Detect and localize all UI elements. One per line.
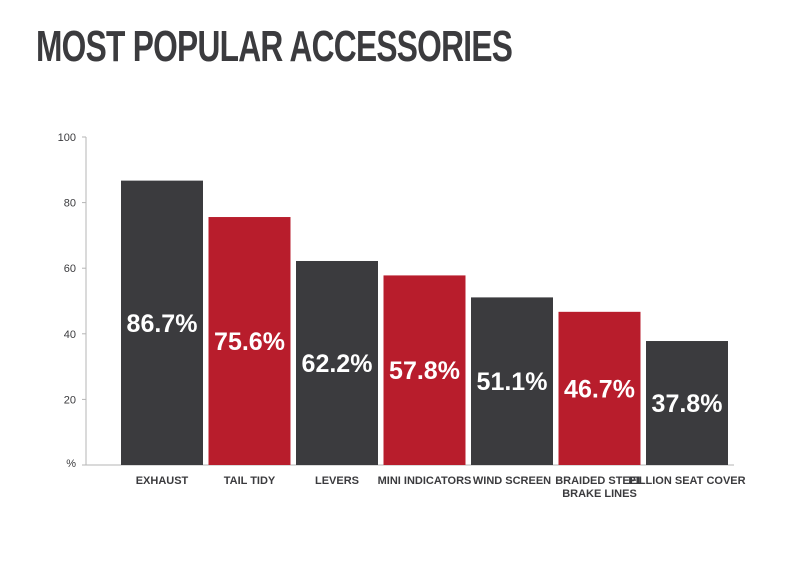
category-label: EXHAUST [136,475,189,487]
bar [471,297,553,465]
category-label: WIND SCREEN [473,475,551,487]
category-label: TAIL TIDY [224,475,276,487]
chart-title: MOST POPULAR ACCESSORIES [36,22,513,71]
category-label: MINI INDICATORS [378,475,472,487]
bar-value-label: 75.6% [214,328,285,356]
bar-value-label: 57.8% [389,357,460,385]
bar [208,217,291,465]
category-label: BRAIDED STEEL [555,475,644,487]
bar [383,275,466,465]
bar-value-label: 62.2% [302,350,373,378]
category-label: BRAKE LINES [562,488,637,500]
y-tick-label: 40 [64,329,76,341]
bar-value-label: 37.8% [652,390,723,418]
bar [121,180,203,465]
bar [646,341,728,465]
bar [296,260,378,465]
category-label: PILLION SEAT COVER [628,475,745,487]
y-tick-label: % [66,458,76,470]
bar-value-label: 46.7% [564,375,635,403]
y-tick-label: 80 [64,198,76,210]
category-label: LEVERS [315,475,359,487]
bar [558,311,641,465]
y-tick-label: 60 [64,263,76,275]
y-tick-label: 100 [58,132,76,144]
bar-value-label: 51.1% [477,368,548,396]
y-tick-label: 20 [64,394,76,406]
bar-value-label: 86.7% [127,310,198,338]
